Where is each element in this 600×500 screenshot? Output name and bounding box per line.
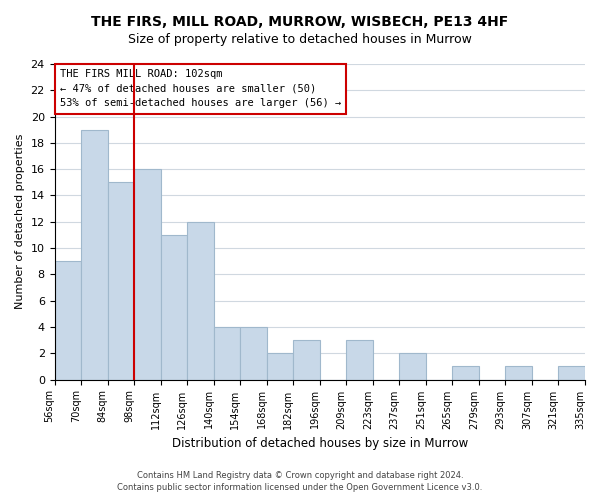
- Bar: [267, 354, 293, 380]
- Text: Size of property relative to detached houses in Murrow: Size of property relative to detached ho…: [128, 32, 472, 46]
- Bar: [505, 366, 532, 380]
- Bar: [240, 327, 267, 380]
- Y-axis label: Number of detached properties: Number of detached properties: [15, 134, 25, 310]
- Text: THE FIRS MILL ROAD: 102sqm
← 47% of detached houses are smaller (50)
53% of semi: THE FIRS MILL ROAD: 102sqm ← 47% of deta…: [60, 68, 341, 108]
- Bar: [55, 261, 81, 380]
- Bar: [214, 327, 240, 380]
- Bar: [134, 169, 161, 380]
- Bar: [452, 366, 479, 380]
- Bar: [81, 130, 107, 380]
- Text: THE FIRS, MILL ROAD, MURROW, WISBECH, PE13 4HF: THE FIRS, MILL ROAD, MURROW, WISBECH, PE…: [91, 15, 509, 29]
- X-axis label: Distribution of detached houses by size in Murrow: Distribution of detached houses by size …: [172, 437, 468, 450]
- Bar: [161, 235, 187, 380]
- Bar: [187, 222, 214, 380]
- Bar: [346, 340, 373, 380]
- Bar: [559, 366, 585, 380]
- Bar: [293, 340, 320, 380]
- Text: Contains HM Land Registry data © Crown copyright and database right 2024.
Contai: Contains HM Land Registry data © Crown c…: [118, 471, 482, 492]
- Bar: [107, 182, 134, 380]
- Bar: [400, 354, 426, 380]
